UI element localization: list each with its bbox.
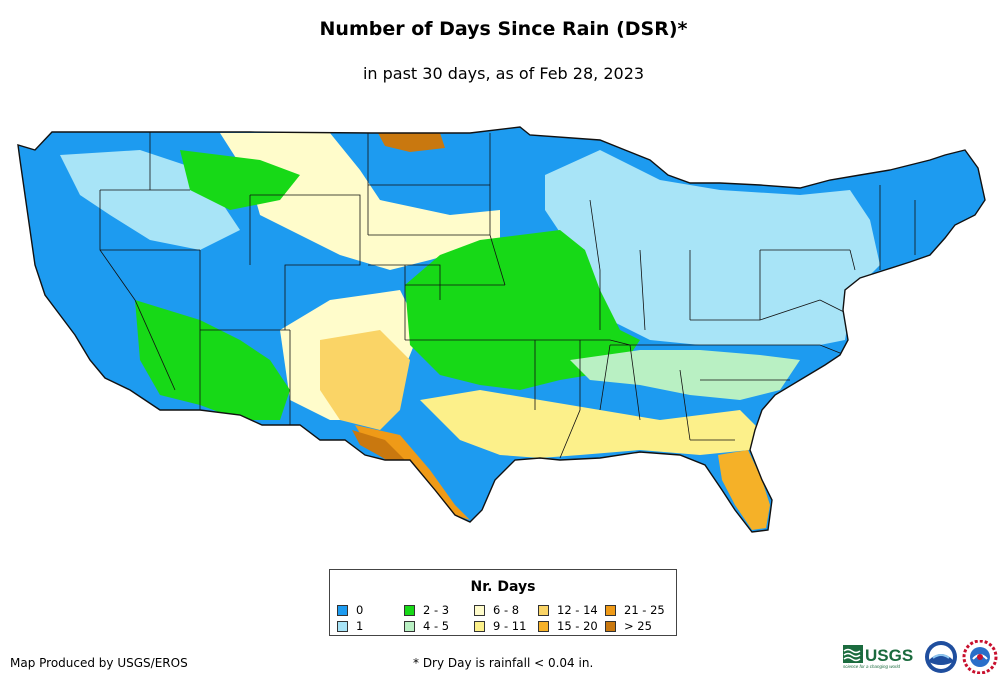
dsr-zone-9-11-gulf: [420, 390, 760, 458]
dsr-zone-1-great-lakes-ohio: [545, 150, 880, 345]
usgs-wave-icon: [843, 645, 863, 663]
legend-swatch: [474, 605, 485, 616]
dry-day-footnote: * Dry Day is rainfall < 0.04 in.: [413, 656, 594, 670]
map-title: Number of Days Since Rain (DSR)*: [319, 18, 688, 40]
dsr-zone-over-25-north: [378, 133, 445, 152]
noaa-logo-icon: [925, 641, 957, 673]
legend-title: Nr. Days: [470, 579, 536, 595]
legend-swatch: [337, 605, 348, 616]
dsr-zone-15-20-florida: [718, 450, 770, 530]
nws-logo-icon: [962, 640, 998, 674]
legend-label: > 25: [624, 619, 652, 633]
dsr-fill-regions: [18, 127, 985, 532]
legend-swatch: [538, 621, 549, 632]
usgs-logo-text: USGS: [865, 646, 913, 665]
legend-label: 6 - 8: [493, 603, 520, 617]
legend-swatch: [337, 621, 348, 632]
legend: Nr. Days 0 1 2 - 3 4 - 5 6 - 8 9 - 11 12…: [329, 569, 677, 636]
legend-label: 1: [356, 619, 364, 633]
dsr-zone-12-14-south: [320, 330, 410, 430]
usgs-logo: USGS science for a changing world: [843, 645, 913, 669]
legend-swatch: [605, 605, 616, 616]
map-credit: Map Produced by USGS/EROS: [10, 656, 188, 670]
legend-label: 9 - 11: [493, 619, 527, 633]
legend-swatch: [605, 621, 616, 632]
map-subtitle: in past 30 days, as of Feb 28, 2023: [362, 64, 645, 83]
state-boundaries: [99, 132, 916, 459]
legend-label: 4 - 5: [423, 619, 450, 633]
legend-label: 12 - 14: [557, 603, 598, 617]
legend-label: 2 - 3: [423, 603, 450, 617]
usgs-logo-tagline: science for a changing world: [843, 664, 901, 669]
dsr-zone-4-5-south: [570, 350, 800, 400]
legend-swatch: [538, 605, 549, 616]
legend-label: 15 - 20: [557, 619, 598, 633]
legend-swatch: [404, 605, 415, 616]
legend-label: 0: [356, 603, 364, 617]
legend-swatch: [474, 621, 485, 632]
dsr-zone-2-3-southwest: [135, 300, 290, 420]
legend-label: 21 - 25: [624, 603, 665, 617]
legend-swatch: [404, 621, 415, 632]
dsr-zone-2-3-plains: [405, 230, 640, 390]
